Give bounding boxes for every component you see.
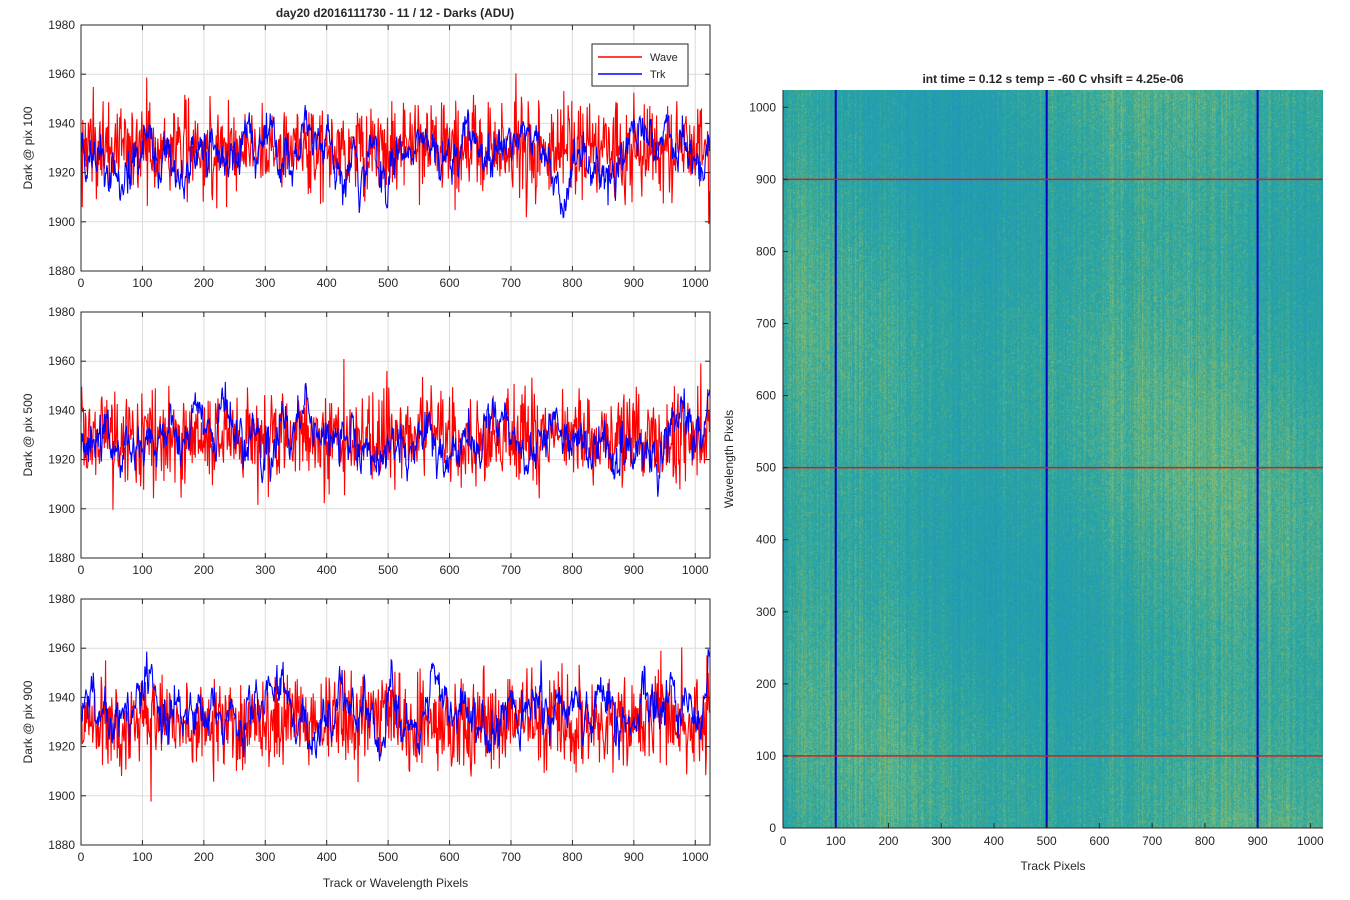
x-tick-label: 700	[501, 563, 521, 577]
line-panel-pix-500: 0 100 200 300 400 500 600 700 800 900 1000 1880 1900…	[21, 305, 711, 577]
y-tick-label: 600	[756, 389, 776, 403]
x-tick-label: 300	[255, 563, 275, 577]
figure-title: day20 d2016111730 - 11 / 12 - Darks (ADU…	[276, 6, 514, 20]
legend-label-trk: Trk	[650, 69, 666, 81]
x-tick-label: 1000	[682, 850, 709, 864]
legend-box	[591, 43, 689, 87]
y-tick-label: 1980	[48, 18, 75, 32]
x-tick-label: 600	[440, 563, 460, 577]
y-tick-label: 1920	[48, 166, 75, 180]
y-tick-label: 1940	[48, 403, 75, 417]
x-tick-label: 400	[984, 834, 1004, 848]
x-axis-label: Track Pixels	[1021, 859, 1086, 873]
x-tick-label: 200	[194, 563, 214, 577]
heatmap-canvas	[783, 90, 1323, 828]
x-tick-label: 600	[1089, 834, 1109, 848]
y-tick-label: 1900	[48, 215, 75, 229]
y-tick-label: 1960	[48, 641, 75, 655]
y-tick-label: 1880	[48, 264, 75, 278]
y-axis-label: Dark @ pix 100	[21, 106, 35, 189]
x-tick-label: 0	[78, 563, 85, 577]
y-tick-label: 1900	[48, 502, 75, 516]
x-tick-label: 800	[562, 276, 582, 290]
x-tick-label: 400	[317, 563, 337, 577]
legend-label-wave: Wave	[650, 52, 678, 64]
heatmap-title: int time = 0.12 s temp = -60 C vhsift = …	[922, 72, 1183, 86]
x-tick-label: 900	[624, 563, 644, 577]
x-tick-label: 900	[1248, 834, 1268, 848]
y-tick-label: 1920	[48, 740, 75, 754]
x-tick-label: 700	[1142, 834, 1162, 848]
x-tick-label: 400	[317, 850, 337, 864]
y-tick-label: 900	[756, 172, 776, 186]
y-tick-label: 300	[756, 605, 776, 619]
x-tick-label: 1000	[682, 276, 709, 290]
x-tick-label: 600	[440, 850, 460, 864]
y-tick-label: 1880	[48, 551, 75, 565]
heatmap-panel: 0 100 200 300 400 500 600 700 800 900 1000 0 100 200 3…	[722, 72, 1324, 873]
x-tick-label: 500	[378, 276, 398, 290]
x-tick-label: 600	[440, 276, 460, 290]
x-tick-label: 0	[78, 850, 85, 864]
line-panel-pix-100: 0 100 200 300 400 500 600 700 800 900 1000 1880 1900…	[21, 18, 711, 290]
y-tick-label: 200	[756, 677, 776, 691]
y-tick-label: 1880	[48, 838, 75, 852]
y-tick-label: 500	[756, 461, 776, 475]
x-tick-label: 500	[378, 850, 398, 864]
x-tick-label: 500	[378, 563, 398, 577]
x-tick-label: 800	[562, 850, 582, 864]
y-tick-label: 0	[769, 821, 776, 835]
x-tick-label: 300	[255, 276, 275, 290]
line-panel-pix-900: 0 100 200 300 400 500 600 700 800 900 1000 1880 1900…	[21, 592, 711, 890]
axes-box	[80, 311, 711, 559]
y-tick-label: 700	[756, 317, 776, 331]
axes-box	[80, 598, 711, 846]
x-tick-label: 1000	[1297, 834, 1324, 848]
axes-box	[80, 24, 711, 272]
x-tick-label: 500	[1037, 834, 1057, 848]
x-tick-label: 100	[132, 850, 152, 864]
series-line-trk	[81, 649, 710, 762]
y-tick-label: 100	[756, 749, 776, 763]
y-tick-label: 1980	[48, 305, 75, 319]
x-tick-label: 300	[931, 834, 951, 848]
legend: Wave Trk	[591, 43, 689, 87]
series-line-trk	[81, 381, 710, 497]
y-tick-label: 1980	[48, 592, 75, 606]
y-tick-label: 1960	[48, 67, 75, 81]
y-tick-label: 1920	[48, 453, 75, 467]
x-tick-label: 200	[194, 850, 214, 864]
x-tick-label: 200	[878, 834, 898, 848]
x-tick-label: 700	[501, 276, 521, 290]
y-tick-label: 400	[756, 533, 776, 547]
y-tick-label: 1960	[48, 354, 75, 368]
x-tick-label: 1000	[682, 563, 709, 577]
y-tick-label: 1940	[48, 116, 75, 130]
y-tick-label: 1940	[48, 690, 75, 704]
x-tick-label: 0	[78, 276, 85, 290]
series-line-trk	[81, 105, 710, 219]
x-tick-label: 100	[132, 563, 152, 577]
x-tick-label: 300	[255, 850, 275, 864]
x-tick-label: 800	[1195, 834, 1215, 848]
x-tick-label: 0	[780, 834, 787, 848]
y-tick-label: 1000	[749, 100, 776, 114]
x-tick-label: 700	[501, 850, 521, 864]
heatmap-image	[783, 90, 1323, 828]
x-tick-label: 900	[624, 850, 644, 864]
x-tick-label: 100	[132, 276, 152, 290]
x-tick-label: 400	[317, 276, 337, 290]
x-tick-label: 100	[826, 834, 846, 848]
x-tick-label: 900	[624, 276, 644, 290]
y-axis-label: Wavelength Pixels	[722, 410, 736, 508]
y-tick-label: 800	[756, 244, 776, 258]
x-axis-label: Track or Wavelength Pixels	[323, 876, 468, 890]
x-tick-label: 200	[194, 276, 214, 290]
y-axis-label: Dark @ pix 900	[21, 680, 35, 763]
series-line-wave	[81, 73, 710, 225]
y-axis-label: Dark @ pix 500	[21, 393, 35, 476]
x-tick-label: 800	[562, 563, 582, 577]
y-tick-label: 1900	[48, 789, 75, 803]
